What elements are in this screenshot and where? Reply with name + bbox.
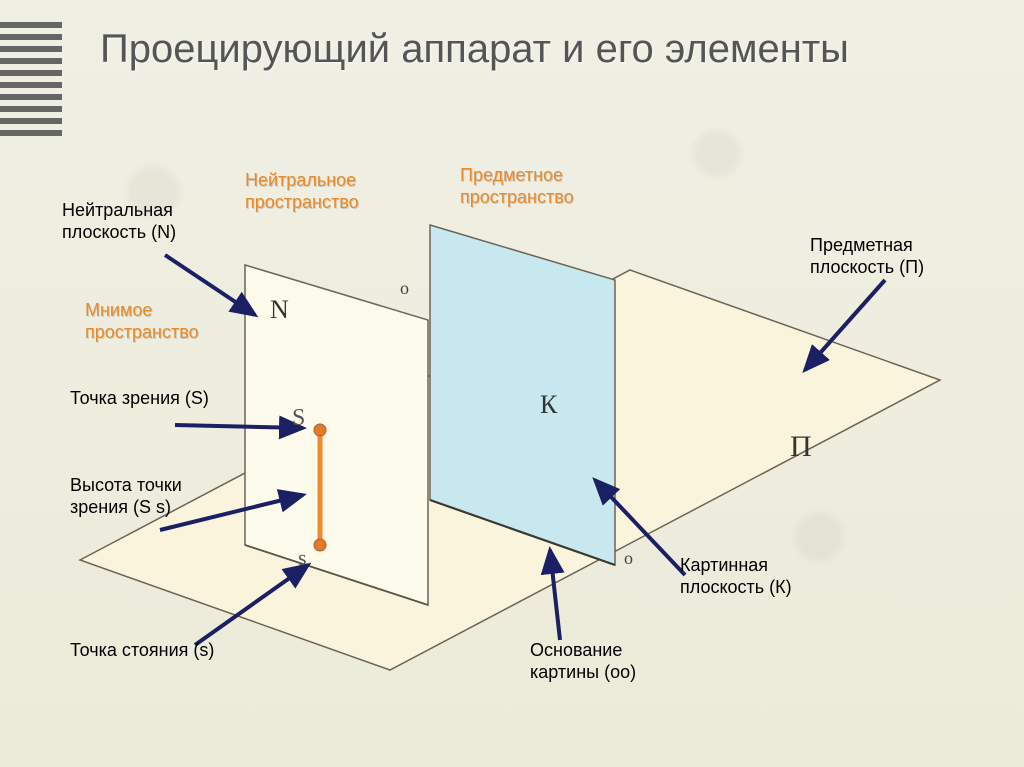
label-o-lower: о: [624, 548, 633, 569]
label-picture-base: Основание картины (оо): [530, 640, 680, 683]
label-K: К: [540, 390, 557, 420]
label-picture-plane: Картинная плоскость (К): [680, 555, 840, 598]
label-imaginary-space: Мнимое пространство: [85, 300, 245, 343]
point-s-lower: [314, 539, 326, 551]
label-object-plane: Предметная плоскость (П): [810, 235, 970, 278]
label-P: П: [790, 430, 812, 464]
label-N: N: [270, 295, 289, 325]
label-height: Высота точки зрения (S s): [70, 475, 190, 518]
label-S-lower: s: [298, 545, 307, 571]
label-neutral-space: Нейтральное пространство: [245, 170, 405, 213]
label-standing: Точка стояния (s): [70, 640, 220, 662]
label-object-space: Предметное пространство: [460, 165, 620, 208]
label-S-upper: S: [292, 405, 305, 432]
label-o-upper: о: [400, 278, 409, 299]
point-s-upper: [314, 424, 326, 436]
diagram-container: Нейтральная плоскость (N) Нейтральное пр…: [40, 150, 980, 730]
label-neutral-plane: Нейтральная плоскость (N): [62, 200, 222, 243]
page-title: Проецирующий аппарат и его элементы: [100, 26, 849, 72]
label-viewpoint: Точка зрения (S): [70, 388, 220, 410]
decorative-bars: [0, 22, 62, 142]
